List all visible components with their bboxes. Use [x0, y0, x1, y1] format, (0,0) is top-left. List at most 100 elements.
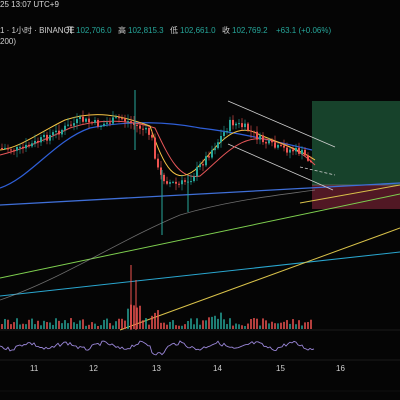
low-value: 102,661.0 [180, 26, 216, 36]
volume-bar [235, 324, 237, 329]
candle-body [211, 150, 213, 157]
volume-bar [91, 322, 93, 329]
volume-bar [211, 317, 213, 329]
volume-bar [175, 325, 177, 329]
candle-body [265, 142, 267, 143]
volume-bar [163, 323, 165, 329]
candle-body [166, 181, 168, 184]
candle-body [271, 140, 273, 142]
candle-body [52, 132, 54, 135]
volume-bar [304, 322, 306, 329]
volume-bar [256, 319, 258, 329]
volume-bar [268, 323, 270, 329]
candle-body [304, 150, 306, 155]
candle-body [88, 119, 90, 123]
volume-bar [130, 305, 132, 329]
volume-bar [28, 320, 30, 329]
candle-body [259, 135, 261, 139]
volume-bar [1, 324, 3, 329]
candle-body [154, 138, 156, 159]
volume-bar [31, 319, 33, 329]
volume-bar [238, 324, 240, 329]
volume-bar [64, 320, 66, 329]
volume-bar [244, 326, 246, 329]
candle-body [61, 130, 63, 134]
low-label: 低 [170, 26, 178, 36]
candle-body [184, 180, 186, 182]
candle-body [172, 182, 174, 183]
x-axis-label: 12 [89, 364, 98, 374]
symbol-line[interactable]: 1 · 1小时 · BINANCE [0, 26, 75, 36]
volume-bar [262, 318, 264, 329]
volume-bar [247, 324, 249, 329]
candle-body [214, 148, 216, 150]
candle-body [85, 119, 87, 122]
volume-bar [13, 322, 15, 329]
volume-bar [298, 320, 300, 329]
volume-bar [241, 325, 243, 329]
volume-bar [16, 318, 18, 329]
volume-bar [124, 321, 126, 329]
candle-body [82, 117, 84, 122]
volume-bar [166, 325, 168, 329]
volume-bar [67, 323, 69, 329]
candle-body [100, 126, 102, 127]
volume-bar [205, 320, 207, 329]
candle-body [25, 145, 27, 148]
candle-body [247, 124, 249, 131]
candle-body [292, 150, 294, 152]
candle-body [28, 145, 30, 147]
candle-body [244, 124, 246, 127]
candle-body [175, 182, 177, 184]
volume-bar [232, 326, 234, 329]
candle-body [268, 140, 270, 143]
volume-bar [70, 318, 72, 329]
candle-body [46, 135, 48, 141]
candle-body [16, 147, 18, 151]
candle-body [298, 148, 300, 154]
volume-bar [142, 320, 144, 329]
volume-bar [88, 325, 90, 329]
volume-bar [22, 324, 24, 329]
volume-bar [274, 323, 276, 329]
candle-body [103, 124, 105, 126]
volume-bar [106, 319, 108, 329]
candle-body [250, 131, 252, 132]
indicator-label: 200) [0, 37, 16, 47]
volume-bar [145, 318, 147, 329]
volume-bar [79, 320, 81, 329]
volume-bar [196, 318, 198, 329]
candlestick-series [1, 90, 312, 330]
volume-bar [112, 325, 114, 329]
volume-bar [7, 320, 9, 329]
candle-body [256, 132, 258, 140]
candle-body [19, 147, 21, 148]
candle-body [193, 176, 195, 181]
candle-body [58, 131, 60, 135]
volume-bar [127, 309, 129, 329]
candle-body [151, 135, 153, 138]
volume-bar [103, 320, 105, 329]
volume-bar [154, 313, 156, 329]
candle-body [238, 123, 240, 124]
x-axis-label: 16 [336, 364, 345, 374]
candle-body [253, 131, 255, 132]
x-axis-label: 11 [30, 364, 38, 374]
volume-bar [121, 319, 123, 329]
candle-body [307, 155, 309, 161]
volume-bar [19, 324, 21, 329]
volume-bar [271, 322, 273, 329]
candle-body [241, 123, 243, 127]
volume-bar [301, 325, 303, 329]
volume-bar [10, 324, 12, 329]
candle-body [310, 161, 312, 162]
volume-bar [40, 325, 42, 329]
candle-body [199, 164, 201, 167]
candle-body [112, 117, 114, 123]
volume-bar [61, 323, 63, 329]
volume-bar [97, 326, 99, 329]
candle-body [67, 125, 69, 126]
candle-body [277, 145, 279, 148]
candle-body [202, 164, 204, 165]
